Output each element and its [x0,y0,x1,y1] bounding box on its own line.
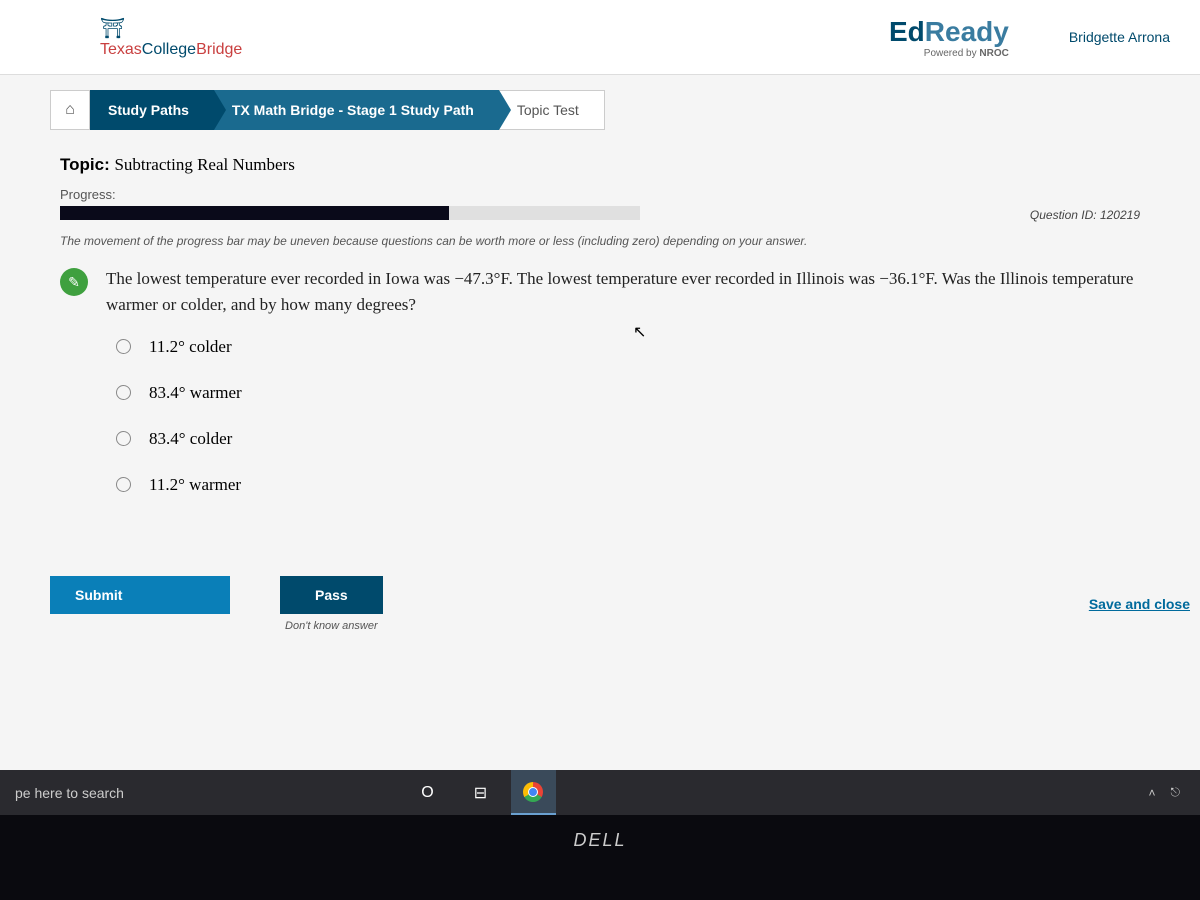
breadcrumb-study-paths[interactable]: Study Paths [90,90,214,130]
tcb-logo[interactable]: ⛩ TexasCollegeBridge [100,16,242,59]
progress-note: The movement of the progress bar may be … [60,234,1140,248]
breadcrumb: ⌂ Study Paths TX Math Bridge - Stage 1 S… [50,90,1200,130]
radio-icon[interactable] [116,385,131,400]
taskbar-search[interactable]: pe here to search [10,785,139,801]
chrome-icon[interactable] [511,770,556,815]
option-text: 11.2° warmer [149,475,241,495]
breadcrumb-current: Topic Test [499,90,605,130]
question-body: The lowest temperature ever recorded in … [106,266,1140,521]
option-text: 83.4° warmer [149,383,242,403]
option-2[interactable]: 83.4° colder [116,429,1140,449]
tcb-bridge: Bridge [196,41,242,58]
header-left: ⛩ TexasCollegeBridge [100,16,242,59]
breadcrumb-path[interactable]: TX Math Bridge - Stage 1 Study Path [214,90,499,130]
laptop-bezel: DELL [0,815,1200,900]
tray-bt-icon[interactable]: ⎋ [1171,785,1181,800]
topic-label: Topic: [60,155,110,174]
powered-by: Powered by NROC [889,48,1009,59]
question-text: The lowest temperature ever recorded in … [106,266,1140,319]
progress-label: Progress: [60,187,1140,202]
edready-logo[interactable]: EdReady Powered by NROC [889,16,1009,59]
question-block: ✎ The lowest temperature ever recorded i… [60,266,1140,521]
header-right: EdReady Powered by NROC Bridgette Arrona [889,16,1170,59]
tcb-texas: Texas [100,41,142,58]
option-text: 83.4° colder [149,429,232,449]
option-3[interactable]: 11.2° warmer [116,475,1140,495]
radio-icon[interactable] [116,339,131,354]
tray-chevron-icon[interactable]: ˄ [1148,786,1155,800]
powered-by-brand: NROC [979,48,1008,59]
home-icon[interactable]: ⌂ [50,90,90,130]
cortana-icon[interactable]: O [405,770,450,815]
option-0[interactable]: 11.2° colder [116,337,1140,357]
edready-ed: Ed [889,16,925,47]
topic-line: Topic: Subtracting Real Numbers [60,155,1140,175]
site-header: ⛩ TexasCollegeBridge EdReady Powered by … [0,0,1200,75]
pass-hint: Don't know answer [285,620,378,632]
taskview-icon[interactable]: ⊟ [458,770,503,815]
options: 11.2° colder 83.4° warmer 83.4° colder 11.2… [116,337,1140,495]
content: Topic: Subtracting Real Numbers Progress… [0,130,1200,521]
system-tray[interactable]: ˄ ⎋ [1148,785,1190,800]
actions-row: Submit Pass Don't know answer Save and c… [0,576,1200,632]
dell-logo: DELL [573,830,626,851]
powered-by-prefix: Powered by [924,48,980,59]
user-name[interactable]: Bridgette Arrona [1069,29,1170,45]
windows-taskbar: pe here to search O ⊟ ˄ ⎋ [0,770,1200,815]
radio-icon[interactable] [116,477,131,492]
radio-icon[interactable] [116,431,131,446]
edready-text: EdReady [889,16,1009,48]
pencil-icon: ✎ [60,268,88,296]
option-text: 11.2° colder [149,337,232,357]
pass-button[interactable]: Pass [280,576,383,614]
tcb-college: College [142,41,196,58]
tcb-text: TexasCollegeBridge [100,41,242,59]
submit-button[interactable]: Submit [50,576,230,614]
edready-ready: Ready [925,16,1009,47]
question-id-label: Question ID: [1030,208,1097,222]
option-1[interactable]: 83.4° warmer [116,383,1140,403]
chrome-logo-icon [523,782,543,802]
pass-group: Pass Don't know answer [280,576,383,632]
question-id: Question ID: 120219 [60,208,1140,222]
save-and-close-link[interactable]: Save and close [1089,596,1190,612]
bridge-icon: ⛩ [100,16,125,41]
question-id-value: 120219 [1100,208,1140,222]
topic-name: Subtracting Real Numbers [114,155,294,174]
